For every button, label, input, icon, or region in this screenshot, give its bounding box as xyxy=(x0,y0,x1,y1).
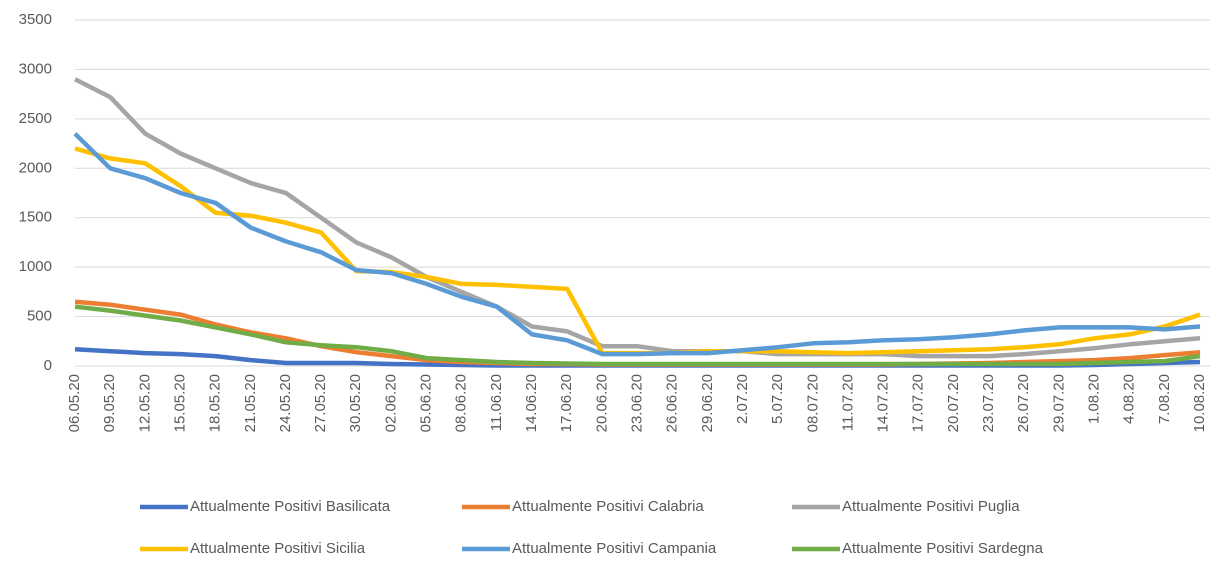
x-tick-label: 23.06.20 xyxy=(628,374,645,432)
x-tick-label: 26.06.20 xyxy=(664,374,681,432)
x-tick-label: 11.06.20 xyxy=(488,374,505,431)
x-tick-label: 12.05.20 xyxy=(136,374,153,432)
x-tick-label: 17.07.20 xyxy=(910,374,927,432)
y-tick-label: 500 xyxy=(27,308,52,325)
x-tick-label: 05.06.20 xyxy=(418,374,435,432)
y-tick-label: 3500 xyxy=(19,11,52,28)
legend-label: Attualmente Positivi Campania xyxy=(512,540,717,557)
x-tick-label: 4.08.20 xyxy=(1121,374,1138,424)
x-tick-label: 29.07.20 xyxy=(1050,374,1067,432)
y-tick-label: 2500 xyxy=(19,110,52,127)
x-tick-label: 27.05.20 xyxy=(312,374,329,432)
y-tick-label: 2000 xyxy=(19,159,52,176)
x-tick-label: 10.08.20 xyxy=(1191,374,1208,432)
legend-label: Attualmente Positivi Basilicata xyxy=(190,498,391,515)
y-tick-label: 1000 xyxy=(19,258,52,275)
x-tick-label: 7.08.20 xyxy=(1156,374,1173,424)
series-line xyxy=(74,304,1201,367)
x-tick-label: 06.05.20 xyxy=(66,374,83,432)
legend-label: Attualmente Positivi Sardegna xyxy=(842,540,1044,557)
x-tick-label: 08.07.20 xyxy=(804,374,821,432)
x-tick-label: 15.05.20 xyxy=(171,374,188,432)
x-tick-label: 14.06.20 xyxy=(523,374,540,432)
x-tick-label: 26.07.20 xyxy=(1015,374,1032,432)
x-tick-label: 02.06.20 xyxy=(382,374,399,432)
x-tick-label: 21.05.20 xyxy=(242,374,259,432)
x-tick-label: 20.06.20 xyxy=(593,374,610,432)
x-tick-label: 5.07.20 xyxy=(769,374,786,424)
series-line xyxy=(73,77,1201,359)
y-tick-label: 1500 xyxy=(19,209,52,226)
x-tick-label: 23.07.20 xyxy=(980,374,997,432)
x-tick-label: 11.07.20 xyxy=(839,374,856,431)
legend-label: Attualmente Positivi Calabria xyxy=(512,498,704,515)
x-tick-label: 30.05.20 xyxy=(347,374,364,432)
x-tick-label: 09.05.20 xyxy=(101,374,118,432)
x-tick-label: 14.07.20 xyxy=(875,374,892,432)
x-tick-label: 2.07.20 xyxy=(734,374,751,424)
x-tick-label: 08.06.20 xyxy=(453,374,470,432)
x-tick-label: 29.06.20 xyxy=(699,374,716,432)
x-tick-label: 24.05.20 xyxy=(277,374,294,432)
legend-label: Attualmente Positivi Sicilia xyxy=(190,540,366,557)
y-tick-label: 0 xyxy=(44,357,52,374)
x-tick-label: 1.08.20 xyxy=(1086,374,1103,424)
x-tick-label: 17.06.20 xyxy=(558,374,575,432)
legend-label: Attualmente Positivi Puglia xyxy=(842,498,1020,515)
x-tick-label: 18.05.20 xyxy=(207,374,224,432)
y-tick-label: 3000 xyxy=(19,60,52,77)
x-tick-label: 20.07.20 xyxy=(945,374,962,432)
series-line xyxy=(73,132,1201,357)
